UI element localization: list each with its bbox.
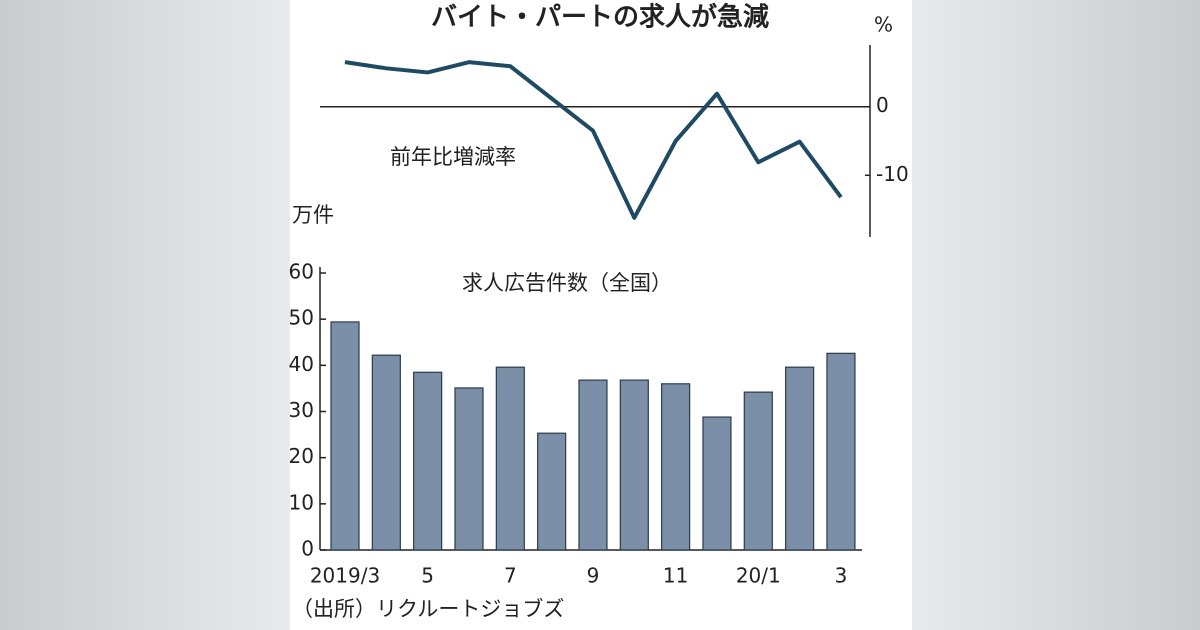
- y-tick-label: 30: [289, 398, 314, 422]
- y-tick-label: 40: [289, 352, 314, 376]
- y-unit: %: [874, 13, 893, 37]
- x-tick-label: 9: [587, 564, 600, 588]
- y-tick-label: 10: [289, 490, 314, 514]
- series-label: 前年比増減率: [390, 145, 516, 169]
- source-note: （出所）リクルートジョブズ: [292, 597, 564, 621]
- bar: [454, 387, 484, 551]
- bar: [578, 379, 608, 551]
- x-tick-label: 11: [663, 564, 688, 588]
- y-tick-label: 0: [876, 93, 889, 117]
- x-tick-label: 7: [504, 564, 517, 588]
- bar: [702, 416, 732, 551]
- line: [344, 60, 843, 220]
- y-tick-label: 50: [289, 306, 314, 330]
- y-tick-label: 0: [301, 537, 314, 561]
- x-tick-label: 3: [835, 564, 848, 588]
- x-tick-label: 20/1: [736, 564, 781, 588]
- x-tick-label: 2019/3: [310, 564, 380, 588]
- bar: [495, 366, 525, 551]
- bar: [330, 321, 360, 551]
- bar: [619, 379, 649, 551]
- bar: [743, 391, 773, 551]
- chart-title: バイト・パートの求人が急減: [431, 2, 769, 33]
- series-label: 求人広告件数（全国）: [462, 271, 672, 295]
- y-tick-label: 60: [289, 260, 314, 284]
- bar: [826, 352, 856, 551]
- y-tick-label: 20: [289, 444, 314, 468]
- bar: [661, 383, 691, 551]
- bar: [371, 354, 401, 551]
- x-tick-label: 5: [421, 564, 434, 588]
- y-tick-label: -10: [876, 162, 909, 186]
- y-axis-label: 万件: [292, 203, 334, 227]
- bar: [537, 432, 567, 551]
- bar: [413, 371, 443, 551]
- bar: [785, 366, 815, 551]
